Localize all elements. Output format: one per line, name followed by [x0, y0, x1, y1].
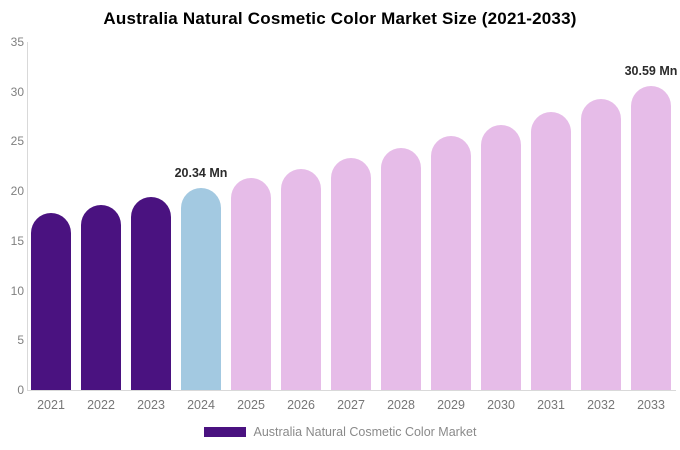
bar-2030[interactable] [481, 124, 521, 390]
bar-2022[interactable] [81, 205, 121, 390]
bar-2025[interactable] [231, 178, 271, 390]
y-axis-tick-label: 10 [10, 283, 24, 298]
y-axis-line [27, 42, 28, 390]
x-axis-label: 2024 [187, 398, 215, 412]
x-axis-label: 2031 [537, 398, 565, 412]
bar-2031[interactable] [531, 112, 571, 390]
x-axis-label: 2028 [387, 398, 415, 412]
bar-2023[interactable] [131, 196, 171, 390]
x-axis-label: 2025 [237, 398, 265, 412]
legend-item-market[interactable]: Australia Natural Cosmetic Color Market [203, 425, 477, 439]
y-axis-tick-label: 15 [10, 233, 24, 248]
data-label: 30.59 Mn [624, 63, 678, 78]
data-label: 20.34 Mn [174, 165, 228, 180]
plot-area: 20.34 Mn 30.59 Mn [27, 42, 678, 391]
bar-2028[interactable] [381, 147, 421, 390]
y-axis-tick-label: 30 [10, 84, 24, 99]
x-axis-label: 2023 [137, 398, 165, 412]
x-axis-label: 2021 [37, 398, 65, 412]
x-axis-label: 2029 [437, 398, 465, 412]
x-axis-label: 2027 [337, 398, 365, 412]
chart-title: Australia Natural Cosmetic Color Market … [103, 9, 577, 28]
bar-2033[interactable] [631, 85, 671, 390]
x-axis-label: 2026 [287, 398, 315, 412]
x-axis-label: 2022 [87, 398, 115, 412]
bar-2029[interactable] [431, 136, 471, 390]
bar-2027[interactable] [331, 158, 371, 390]
legend-label: Australia Natural Cosmetic Color Market [253, 425, 477, 439]
y-axis-tick-label: 20 [10, 184, 24, 199]
bar-2032[interactable] [581, 99, 621, 390]
x-axis-label: 2030 [487, 398, 515, 412]
bar-2024[interactable] [181, 187, 221, 390]
chart-legend: Australia Natural Cosmetic Color Market [0, 425, 680, 439]
x-axis-label: 2032 [587, 398, 615, 412]
y-axis-tick-label: 25 [10, 134, 24, 149]
x-axis-line [27, 390, 676, 391]
y-axis-tick-label: 5 [17, 333, 24, 348]
bar-2021[interactable] [31, 213, 71, 390]
bar-2026[interactable] [281, 168, 321, 390]
x-axis-label: 2033 [637, 398, 665, 412]
legend-swatch [203, 427, 246, 437]
y-axis-tick-label: 0 [17, 383, 24, 397]
y-axis-tick-label: 35 [10, 35, 24, 49]
